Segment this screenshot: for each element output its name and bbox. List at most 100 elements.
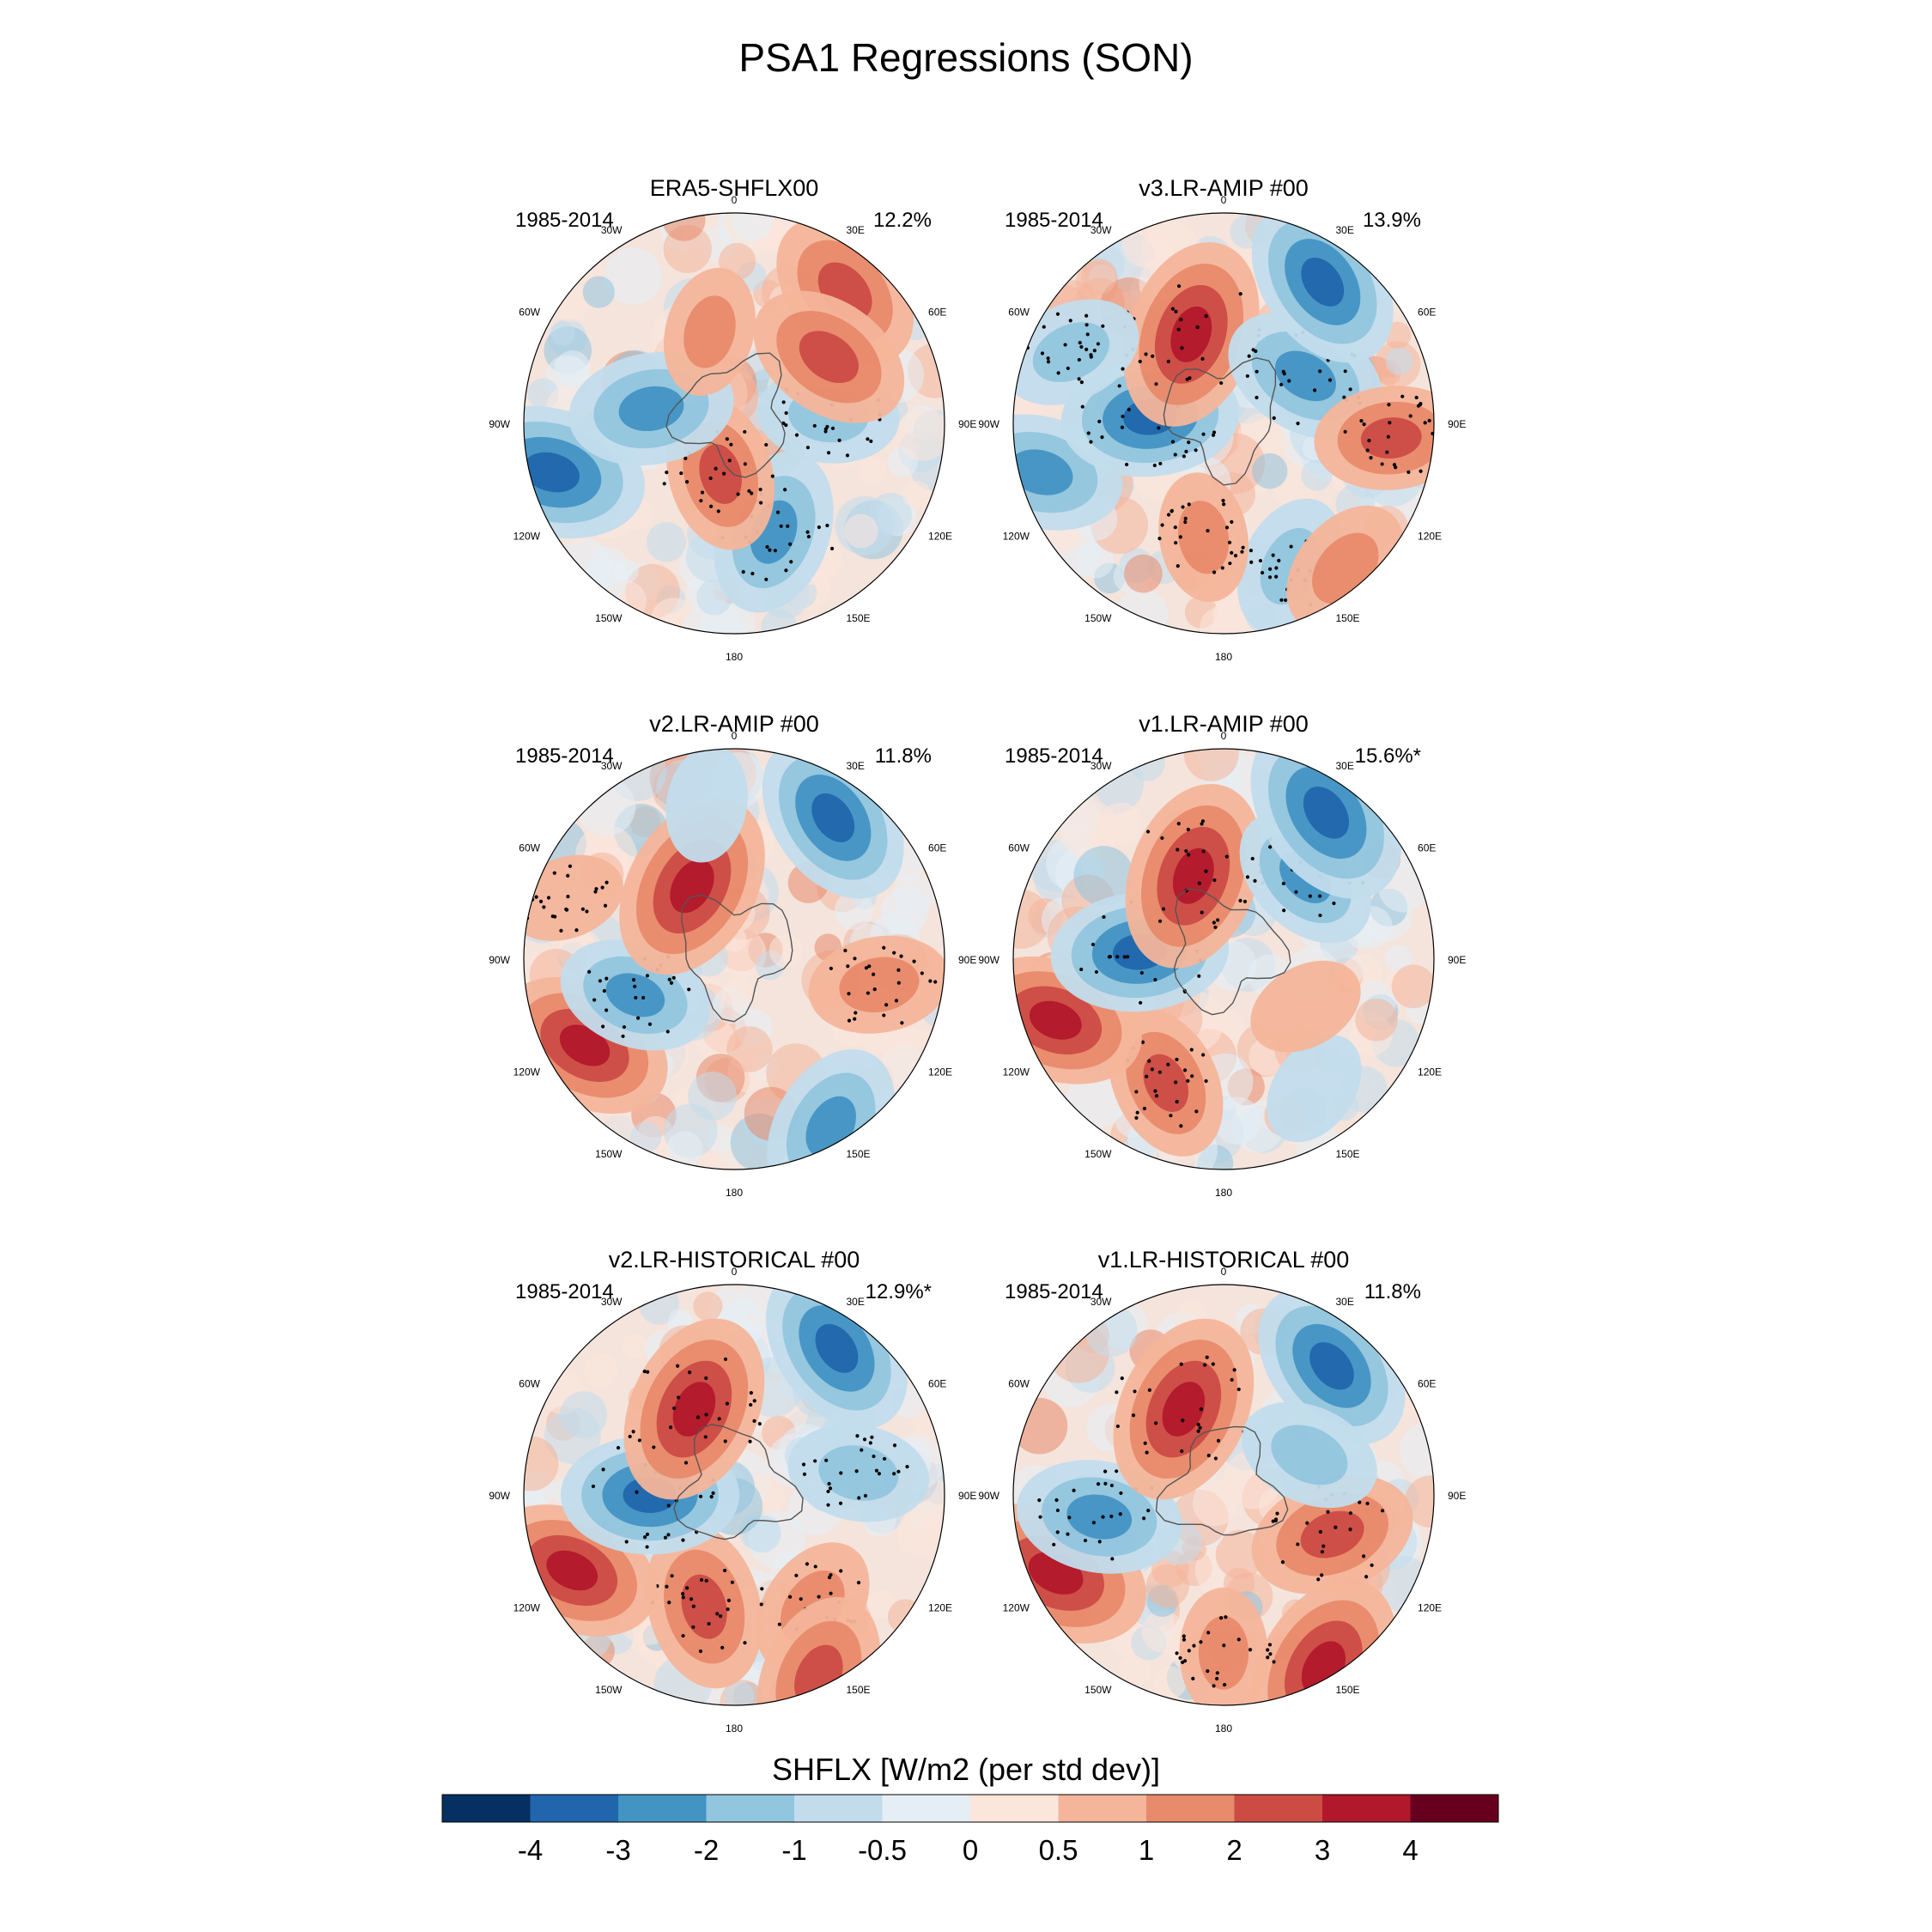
longitude-label: 60W (519, 307, 540, 319)
stipple-dot (1423, 421, 1427, 425)
stipple-dot (1046, 360, 1051, 364)
stipple-dot (1318, 1529, 1322, 1534)
stipple-dot (1365, 448, 1370, 453)
stipple-dot (1348, 387, 1352, 392)
figure-title: PSA1 Regressions (SON) (738, 35, 1194, 80)
stipple-dot (691, 1625, 696, 1630)
stipple-dot (864, 966, 869, 970)
stipple-dot (605, 1008, 609, 1012)
background-speckle (769, 933, 804, 968)
stipple-dot (726, 1598, 732, 1602)
stipple-dot (546, 896, 551, 900)
background-speckle (843, 513, 878, 549)
stipple-dot (1282, 908, 1286, 913)
anomaly-blob (753, 290, 905, 423)
stipple-dot (672, 1406, 677, 1411)
stipple-dot (689, 1597, 694, 1601)
background-speckle (1145, 1564, 1189, 1608)
longitude-label: 180 (1215, 651, 1232, 663)
panel-title: ERA5-SHFLX00 (650, 175, 819, 201)
stipple-dot (681, 1633, 685, 1638)
stipple-dot (847, 1018, 852, 1023)
stipple-dot (839, 1569, 843, 1573)
stipple-dot (1180, 346, 1184, 350)
stipple-dot (846, 964, 850, 969)
stipple-dot (594, 887, 598, 891)
longitude-label: 60E (928, 1378, 946, 1390)
background-speckle (582, 276, 615, 308)
stipple-dot (1222, 1643, 1226, 1648)
panel-variance: 12.9%* (866, 1280, 932, 1303)
background-speckle (662, 213, 706, 241)
stipple-dot (1296, 422, 1300, 426)
stipple-dot (681, 1591, 685, 1596)
stipple-dot (691, 1604, 696, 1608)
stipple-dot (1242, 899, 1248, 904)
stipple-dot (667, 977, 671, 981)
stipple-dot (1406, 470, 1411, 474)
stipple-dot (794, 433, 799, 437)
stipple-dot (723, 1439, 727, 1443)
stipple-dot (1316, 1577, 1321, 1582)
map-border (523, 1284, 945, 1706)
stipple-dot (1380, 462, 1384, 466)
longitude-label: 120E (928, 1066, 952, 1078)
background-speckle (1060, 800, 1120, 860)
stipple-dot (700, 490, 705, 495)
stipple-dot (711, 1491, 715, 1495)
stipple-dot (1089, 440, 1093, 444)
stipple-dot (1189, 1048, 1194, 1052)
stipple-dot (1274, 574, 1279, 579)
stipple-dot (676, 1364, 680, 1368)
stipple-dot (1121, 367, 1125, 371)
stipple-dot (1176, 284, 1182, 289)
stipple-dot (1169, 1114, 1173, 1118)
stipple-dot (829, 966, 833, 970)
stipple-dot (872, 987, 877, 992)
stipple-dot (1277, 558, 1281, 562)
stipple-dot (1200, 910, 1204, 914)
stipple-dot (704, 1376, 708, 1381)
background-speckle (902, 480, 931, 509)
stipple-dot (758, 487, 762, 492)
stipple-dot (1134, 1090, 1139, 1094)
stipple-dot (933, 980, 938, 984)
background-speckle (721, 976, 753, 1008)
stipple-dot (1085, 332, 1090, 337)
stipple-dot (882, 945, 886, 950)
stipple-dot (1197, 974, 1201, 978)
longitude-label: 120E (928, 1602, 952, 1614)
background-speckle (622, 1333, 647, 1358)
stipple-dot (760, 1587, 764, 1591)
stipple-dot (593, 890, 598, 894)
stipple-dot (708, 476, 713, 481)
stipple-dot (1238, 292, 1242, 296)
stipple-dot (853, 1017, 857, 1021)
longitude-label: 120W (513, 531, 541, 543)
map-border (523, 212, 945, 635)
background-speckle (1385, 347, 1413, 375)
stipple-dot (1245, 875, 1250, 879)
stipple-dot (1032, 321, 1036, 325)
stipple-dot (715, 1612, 720, 1616)
stipple-dot (1204, 869, 1208, 873)
stipple-dot (1124, 462, 1129, 467)
stipple-dot (725, 437, 729, 441)
stipple-dot (784, 410, 788, 416)
stipple-dot (747, 489, 751, 493)
stipple-dot (1212, 1684, 1216, 1688)
stipple-dot (1091, 942, 1096, 947)
map-border (1012, 748, 1435, 1170)
stipple-dot (668, 1425, 673, 1430)
stipple-dot (574, 928, 579, 933)
stipple-dot (1201, 432, 1206, 436)
stipple-dot (1110, 1557, 1115, 1561)
stipple-dot (683, 1461, 689, 1465)
antarctica-coastline (1173, 888, 1291, 1016)
stipple-dot (882, 1456, 887, 1461)
stipple-dot (1176, 564, 1180, 568)
longitude-label: 0 (1221, 1266, 1227, 1278)
stipple-dot (1342, 395, 1346, 399)
stipple-dot (1250, 856, 1255, 861)
stipple-dot (1077, 377, 1081, 381)
